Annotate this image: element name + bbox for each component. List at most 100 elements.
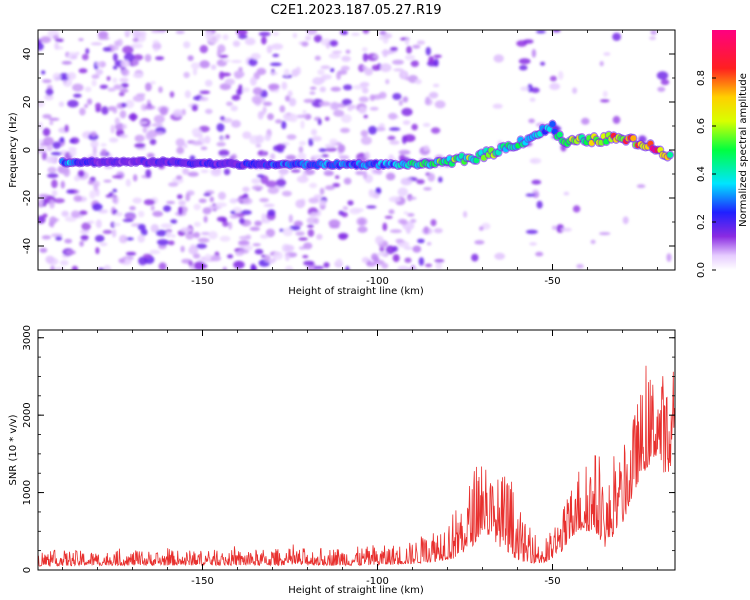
heatmap-noise-blob: [160, 223, 173, 229]
heatmap-noise-blob: [289, 225, 301, 231]
heatmap-noise-blob: [51, 190, 58, 197]
heatmap-noise-blob: [205, 108, 213, 115]
heatmap-noise-blob: [54, 42, 59, 50]
heatmap-noise-blob: [183, 41, 191, 49]
heatmap-noise-blob: [70, 210, 81, 218]
heatmap-noise-blob: [222, 266, 227, 270]
heatmap-noise-blob: [303, 260, 315, 266]
heatmap-noise-blob: [200, 169, 209, 173]
heatmap-noise-blob: [168, 182, 179, 187]
heatmap-noise-blob: [494, 252, 506, 260]
heatmap-noise-blob: [138, 121, 149, 125]
heatmap-noise-blob: [492, 103, 503, 109]
heatmap-noise-blob: [112, 188, 118, 193]
heatmap-noise-blob: [42, 213, 48, 218]
heatmap-noise-blob: [99, 84, 109, 90]
heatmap-noise-blob: [38, 197, 44, 207]
heatmap-noise-blob: [433, 228, 443, 234]
heatmap-noise-blob: [171, 234, 176, 238]
heatmap-noise-blob: [612, 32, 621, 41]
heatmap-noise-blob: [119, 110, 127, 119]
heatmap-noise-blob: [288, 214, 293, 223]
heatmap-noise-blob: [145, 82, 152, 92]
heatmap-noise-blob: [319, 86, 326, 93]
heatmap-panel: -150 -100 -50 -40 -20 0 20 40 Height of straig…: [8, 29, 676, 297]
heatmap-noise-blob: [416, 179, 425, 185]
heatmap-noise-blob: [201, 231, 211, 236]
heatmap-noise-blob: [307, 229, 315, 237]
heatmap-noise-blob: [95, 102, 102, 110]
heatmap-noise-blob: [540, 61, 546, 66]
heatmap-noise-blob: [549, 82, 561, 91]
heatmap-noise-blob: [362, 170, 368, 180]
heatmap-noise-blob: [650, 30, 657, 35]
heatmap-noise-blob: [330, 68, 335, 73]
heatmap-noise-blob: [292, 32, 298, 39]
heatmap-noise-blob: [317, 69, 325, 76]
heatmap-noise-blob: [337, 144, 346, 153]
x-tick-label: -100: [366, 276, 389, 287]
heatmap-noise-blob: [438, 176, 443, 183]
heatmap-noise-blob: [129, 206, 136, 211]
heatmap-noise-blob: [341, 55, 351, 62]
heatmap-noise-blob: [132, 72, 144, 79]
heatmap-noise-blob: [185, 231, 195, 240]
heatmap-noise-blob: [527, 84, 533, 93]
heatmap-noise-blob: [343, 84, 353, 91]
heatmap-noise-blob: [102, 47, 112, 52]
heatmap-noise-blob: [612, 115, 621, 124]
snr-x-axis: -150 -100 -50: [62, 330, 658, 587]
heatmap-noise-blob: [142, 126, 148, 134]
ridge-core: [549, 121, 556, 127]
heatmap-noise-blob: [53, 267, 65, 270]
heatmap-noise-blob: [313, 217, 319, 225]
heatmap-noise-blob: [343, 177, 352, 185]
heatmap-noise-blob: [395, 238, 404, 243]
heatmap-y-axis: -40 -20 0 20 40: [22, 29, 675, 271]
heatmap-noise-blob: [193, 203, 201, 211]
heatmap-noise-blob: [265, 228, 275, 238]
heatmap-noise-blob: [122, 124, 127, 130]
heatmap-noise-blob: [261, 36, 267, 45]
snr-y-axis: 0 1000 2000 3000: [22, 325, 675, 573]
heatmap-noise-blob: [263, 203, 275, 208]
heatmap-noise-blob: [145, 132, 153, 140]
heatmap-noise-blob: [79, 210, 88, 216]
heatmap-noise-blob: [151, 30, 161, 33]
heatmap-noise-blob: [603, 52, 611, 56]
heatmap-noise-blob: [239, 217, 245, 224]
heatmap-noise-blob: [242, 87, 250, 93]
heatmap-noise-blob: [355, 170, 365, 176]
heatmap-noise-blob: [89, 190, 96, 199]
heatmap-noise-blob: [255, 134, 264, 144]
heatmap-noise-blob: [411, 123, 418, 131]
heatmap-ridge: [58, 119, 675, 171]
heatmap-noise-blob: [463, 211, 468, 218]
heatmap-noise-blob: [92, 146, 97, 155]
heatmap-noise-blob: [549, 75, 557, 82]
heatmap-noise-blob: [95, 219, 102, 229]
heatmap-noise-blob: [398, 149, 411, 155]
heatmap-noise-blob: [99, 242, 108, 247]
heatmap-noise-blob: [285, 253, 290, 262]
heatmap-noise-blob: [40, 36, 52, 44]
heatmap-noise-blob: [219, 235, 231, 242]
heatmap-noise-blob: [342, 206, 349, 211]
heatmap-noise-blob: [94, 235, 105, 243]
heatmap-noise-blob: [81, 222, 91, 231]
heatmap-noise-blob: [187, 55, 194, 61]
heatmap-noise-blob: [64, 124, 69, 133]
heatmap-noise-blob: [264, 133, 271, 142]
heatmap-noise-blob: [39, 247, 48, 253]
heatmap-noise-blob: [268, 259, 275, 264]
heatmap-noise-blob: [530, 87, 540, 93]
heatmap-noise-blob: [269, 71, 278, 75]
heatmap-noise-blob: [528, 118, 535, 124]
heatmap-noise-blob: [120, 82, 129, 88]
heatmap-noise-blob: [61, 60, 72, 65]
snr-background: [38, 330, 675, 570]
heatmap-noise-blob: [361, 257, 370, 264]
heatmap-noise-blob: [319, 187, 325, 195]
heatmap-noise-blob: [329, 40, 339, 47]
heatmap-noise-blob: [101, 148, 107, 157]
